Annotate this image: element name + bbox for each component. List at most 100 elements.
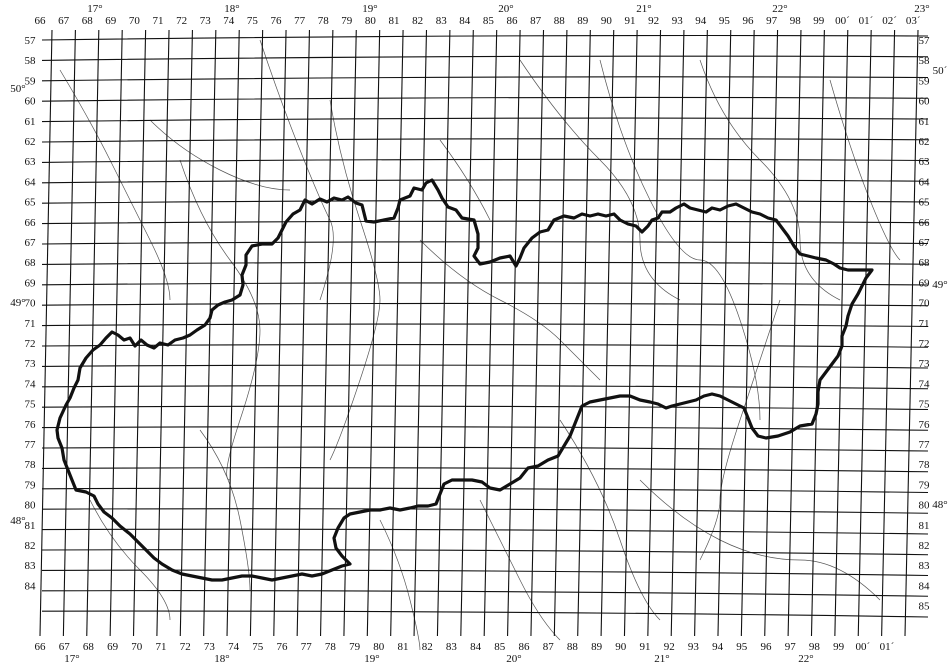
column-label-bottom: 97 bbox=[785, 641, 797, 653]
grid-meridian-line bbox=[436, 29, 451, 637]
column-label-bottom: 81 bbox=[398, 641, 409, 653]
grid-meridian-line bbox=[132, 29, 147, 637]
river-line bbox=[149, 119, 291, 191]
grid-meridian-line bbox=[694, 29, 708, 637]
grid-meridian-line bbox=[530, 29, 545, 637]
grid-parallel-line bbox=[41, 323, 929, 328]
column-label-bottom: 99 bbox=[833, 641, 845, 653]
grid-meridian-line bbox=[647, 29, 662, 637]
row-label-left: 62 bbox=[25, 136, 36, 148]
grid-parallel-line bbox=[41, 96, 929, 102]
row-label-left: 67 bbox=[25, 237, 37, 249]
river-line bbox=[179, 159, 261, 481]
column-label-top: 92 bbox=[648, 15, 659, 27]
river-line bbox=[479, 499, 561, 641]
column-label-bottom: 70 bbox=[131, 641, 143, 653]
column-label-top: 86 bbox=[507, 15, 519, 27]
row-label-right: 82 bbox=[919, 540, 930, 552]
grid-meridian-line bbox=[810, 29, 825, 637]
river-line bbox=[329, 99, 381, 461]
row-label-left: 80 bbox=[25, 500, 37, 512]
column-label-bottom: 96 bbox=[761, 641, 773, 653]
latitude-label-right: 48° bbox=[932, 499, 947, 511]
column-label-bottom: 01´ bbox=[880, 641, 895, 653]
row-label-right: 65 bbox=[919, 197, 931, 209]
grid-parallel-line bbox=[41, 302, 929, 307]
row-label-left: 77 bbox=[25, 439, 37, 451]
river-line bbox=[379, 519, 421, 651]
row-label-right: 74 bbox=[919, 378, 931, 390]
row-label-left: 82 bbox=[25, 540, 36, 552]
grid-meridian-line bbox=[296, 29, 311, 637]
column-label-bottom: 76 bbox=[277, 641, 289, 653]
longitude-label-bottom: 18° bbox=[214, 653, 229, 664]
longitude-label-top: 17° bbox=[87, 3, 102, 15]
grid-meridian-line bbox=[483, 29, 498, 637]
grid-meridian-line bbox=[904, 29, 919, 637]
grid-parallel-line bbox=[41, 282, 929, 286]
longitude-label-bottom: 20° bbox=[506, 653, 521, 664]
column-label-bottom: 73 bbox=[204, 641, 216, 653]
grid-parallel-line bbox=[41, 76, 929, 82]
column-label-bottom: 80 bbox=[373, 641, 385, 653]
row-label-right: 81 bbox=[919, 520, 930, 532]
column-label-top: 72 bbox=[176, 15, 187, 27]
row-label-left: 68 bbox=[25, 257, 37, 269]
river-line bbox=[519, 59, 681, 301]
row-label-right: 72 bbox=[919, 338, 930, 350]
grid-meridian-line bbox=[623, 29, 638, 637]
grid-parallel-line bbox=[41, 610, 929, 618]
grid-parallel-line bbox=[41, 508, 929, 514]
grid-meridian-line bbox=[319, 29, 334, 637]
column-label-top: 99 bbox=[813, 15, 825, 27]
grid-meridian-line bbox=[553, 29, 568, 637]
row-label-right: 77 bbox=[919, 439, 931, 451]
grid-parallel-line bbox=[41, 405, 929, 411]
river-line bbox=[259, 39, 334, 301]
latitude-label-right: 49° bbox=[932, 279, 947, 291]
row-label-left: 78 bbox=[25, 459, 37, 471]
column-label-top: 74 bbox=[223, 15, 235, 27]
longitude-label-bottom: 22° bbox=[798, 653, 813, 664]
row-label-left: 60 bbox=[25, 96, 37, 108]
column-label-bottom: 93 bbox=[688, 641, 700, 653]
column-label-top: 81 bbox=[389, 15, 400, 27]
grid-parallel-line bbox=[41, 200, 929, 204]
longitude-label-top: 20° bbox=[498, 3, 513, 15]
grid-parallel-line bbox=[41, 528, 929, 535]
row-label-left: 74 bbox=[25, 378, 37, 390]
grid-parallel-line bbox=[41, 179, 929, 184]
grid-meridian-line bbox=[764, 29, 779, 637]
row-label-right: 78 bbox=[919, 459, 931, 471]
grid-meridian-line bbox=[577, 29, 591, 637]
grid-meridian-line bbox=[881, 29, 896, 637]
grid-parallel-line bbox=[41, 364, 929, 369]
longitude-label-top: 18° bbox=[224, 3, 239, 15]
longitude-label-top: 21° bbox=[636, 3, 651, 15]
grid-meridian-line bbox=[390, 29, 404, 637]
row-label-left: 64 bbox=[25, 176, 37, 188]
column-label-bottom: 86 bbox=[519, 641, 531, 653]
column-label-bottom: 75 bbox=[252, 641, 264, 653]
column-label-top: 66 bbox=[35, 15, 47, 27]
grid-parallel-line bbox=[41, 138, 929, 143]
column-label-bottom: 90 bbox=[615, 641, 627, 653]
column-label-top: 88 bbox=[554, 15, 566, 27]
grid-parallel-line bbox=[41, 117, 929, 123]
grid-meridian-line bbox=[86, 29, 100, 637]
row-label-left: 58 bbox=[25, 55, 37, 67]
column-label-top: 95 bbox=[719, 15, 731, 27]
longitude-label-bottom: 21° bbox=[654, 653, 669, 664]
column-label-bottom: 94 bbox=[712, 641, 724, 653]
column-label-bottom: 88 bbox=[567, 641, 579, 653]
column-label-top: 84 bbox=[459, 15, 471, 27]
column-label-bottom: 95 bbox=[736, 641, 748, 653]
row-label-right: 63 bbox=[919, 156, 931, 168]
column-label-bottom: 69 bbox=[107, 641, 119, 653]
grid-parallel-line bbox=[41, 241, 929, 245]
column-label-bottom: 78 bbox=[325, 641, 337, 653]
grid-meridian-line bbox=[226, 29, 240, 637]
column-label-bottom: 66 bbox=[35, 641, 47, 653]
grid-meridian-line bbox=[834, 29, 849, 637]
